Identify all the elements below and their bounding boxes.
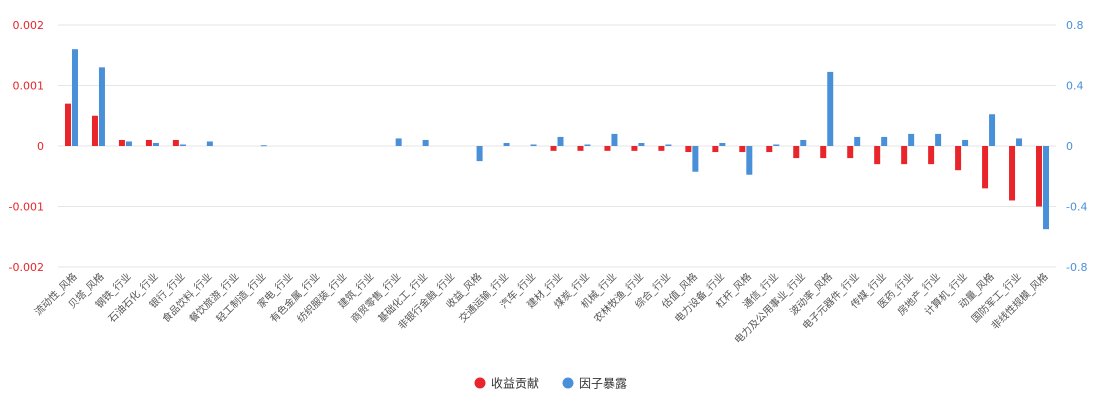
bars bbox=[64, 49, 1050, 230]
bar-factor-exposure bbox=[881, 136, 888, 146]
bar-factor-exposure bbox=[989, 114, 996, 146]
right-tick-label: -0.4 bbox=[1066, 201, 1087, 214]
bar-return-contribution bbox=[1009, 146, 1016, 201]
right-tick-label: 0.4 bbox=[1066, 80, 1084, 93]
right-tick-label: 0.8 bbox=[1066, 19, 1084, 32]
bar-return-contribution bbox=[118, 139, 125, 146]
bar-factor-exposure bbox=[827, 71, 834, 146]
bar-factor-exposure bbox=[71, 49, 78, 147]
bar-factor-exposure bbox=[962, 139, 969, 146]
bar-factor-exposure bbox=[395, 138, 402, 146]
bar-return-contribution bbox=[64, 103, 71, 146]
bar-return-contribution bbox=[847, 146, 854, 159]
bar-return-contribution bbox=[550, 146, 557, 151]
bar-factor-exposure bbox=[98, 67, 105, 146]
bar-factor-exposure bbox=[935, 133, 942, 146]
category-label: 流动性_风格 bbox=[32, 270, 80, 318]
bar-factor-exposure bbox=[530, 144, 537, 146]
category-labels: 流动性_风格贝塔_风格钢铁_行业石油石化_行业银行_行业食品饮料_行业餐饮旅游_… bbox=[32, 270, 1051, 346]
legend-label: 因子暴露 bbox=[579, 377, 627, 391]
bar-return-contribution bbox=[145, 139, 152, 146]
bar-return-contribution bbox=[874, 146, 881, 165]
bar-factor-exposure bbox=[125, 141, 132, 146]
bar-factor-exposure bbox=[503, 142, 510, 146]
bar-factor-exposure bbox=[908, 133, 915, 146]
bar-return-contribution bbox=[685, 146, 692, 153]
left-tick-label: 0 bbox=[37, 140, 44, 153]
bar-factor-exposure bbox=[719, 142, 726, 146]
bar-factor-exposure bbox=[1016, 138, 1023, 146]
left-tick-label: -0.001 bbox=[9, 201, 44, 214]
bar-return-contribution bbox=[172, 139, 179, 146]
bar-factor-exposure bbox=[206, 141, 213, 146]
bar-return-contribution bbox=[604, 146, 611, 151]
right-tick-label: 0 bbox=[1066, 140, 1073, 153]
gridlines bbox=[58, 24, 1056, 268]
bar-factor-exposure bbox=[152, 142, 159, 146]
bar-return-contribution bbox=[658, 146, 665, 151]
right-axis: 0.8 0.4 0 -0.4 -0.8 bbox=[1066, 19, 1087, 274]
bar-factor-exposure bbox=[179, 144, 186, 146]
left-tick-label: -0.002 bbox=[9, 261, 44, 274]
bar-factor-exposure bbox=[476, 146, 483, 162]
bar-factor-exposure bbox=[692, 146, 699, 172]
legend: 收益贡献 因子暴露 bbox=[474, 376, 627, 391]
bar-return-contribution bbox=[901, 146, 908, 165]
left-tick-label: 0.001 bbox=[13, 80, 45, 93]
bar-factor-exposure bbox=[611, 133, 618, 146]
bar-factor-exposure bbox=[557, 136, 564, 146]
bar-factor-exposure bbox=[800, 139, 807, 146]
bar-return-contribution bbox=[739, 146, 746, 153]
right-tick-label: -0.8 bbox=[1066, 261, 1087, 274]
bar-factor-exposure bbox=[1043, 146, 1050, 230]
bar-return-contribution bbox=[577, 146, 584, 151]
bar-return-contribution bbox=[982, 146, 989, 189]
bar-factor-exposure bbox=[773, 144, 780, 146]
bar-factor-exposure bbox=[854, 136, 861, 146]
bar-return-contribution bbox=[820, 146, 827, 159]
legend-marker bbox=[562, 377, 574, 389]
bar-return-contribution bbox=[955, 146, 962, 171]
legend-marker bbox=[474, 377, 486, 389]
bar-return-contribution bbox=[766, 146, 773, 153]
bar-factor-exposure bbox=[638, 142, 645, 146]
bar-factor-exposure bbox=[260, 145, 267, 147]
bar-return-contribution bbox=[793, 146, 800, 159]
bar-return-contribution bbox=[91, 115, 98, 146]
bar-return-contribution bbox=[928, 146, 935, 165]
bar-factor-exposure bbox=[665, 144, 672, 146]
bar-factor-exposure bbox=[422, 139, 429, 146]
left-tick-label: 0.002 bbox=[13, 19, 45, 32]
legend-label: 收益贡献 bbox=[491, 376, 539, 391]
left-axis: 0.002 0.001 0 -0.001 -0.002 bbox=[9, 19, 44, 274]
bar-return-contribution bbox=[1036, 146, 1043, 207]
bar-factor-exposure bbox=[746, 146, 753, 175]
bar-return-contribution bbox=[712, 146, 719, 153]
bar-return-contribution bbox=[631, 146, 638, 151]
bar-factor-exposure bbox=[584, 144, 591, 146]
